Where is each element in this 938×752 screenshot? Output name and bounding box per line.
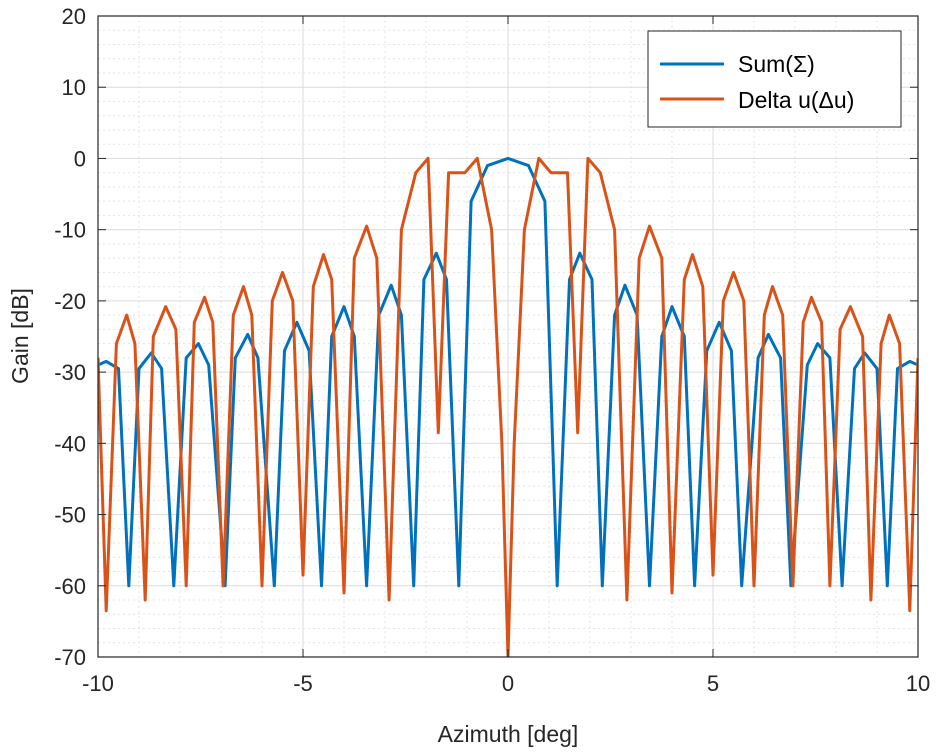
legend-box [647,30,902,128]
x-tick-label: -10 [82,671,114,696]
y-axis-label: Gain [dB] [7,288,33,384]
y-tick-label: -50 [54,503,86,528]
series-line-sum [98,156,918,588]
series-layer [98,156,918,657]
y-tick-label: 0 [74,146,86,171]
y-tick-label: -60 [54,574,86,599]
y-tick-label: -40 [54,431,86,456]
y-tick-label: 10 [62,75,86,100]
legend: Sum(Σ) Delta u(Δu) [647,30,902,128]
x-axis-ticks: -10 -5 0 5 10 [82,16,930,696]
y-tick-label: -70 [54,645,86,670]
y-tick-label: -30 [54,360,86,385]
legend-label-sum: Sum(Σ) [738,51,815,77]
x-axis-label: Azimuth [deg] [438,721,579,747]
x-tick-label: 5 [707,671,719,696]
y-axis-ticks: 20 10 0 -10 -20 -30 -40 -50 -60 -70 [54,4,918,670]
x-tick-label: 10 [906,671,930,696]
y-tick-label: -20 [54,289,86,314]
series-line-delta [98,156,918,657]
legend-label-delta: Delta u(Δu) [738,87,854,113]
y-tick-label: 20 [62,4,86,29]
x-tick-label: 0 [502,671,514,696]
y-tick-label: -10 [54,218,86,243]
x-tick-label: -5 [293,671,313,696]
